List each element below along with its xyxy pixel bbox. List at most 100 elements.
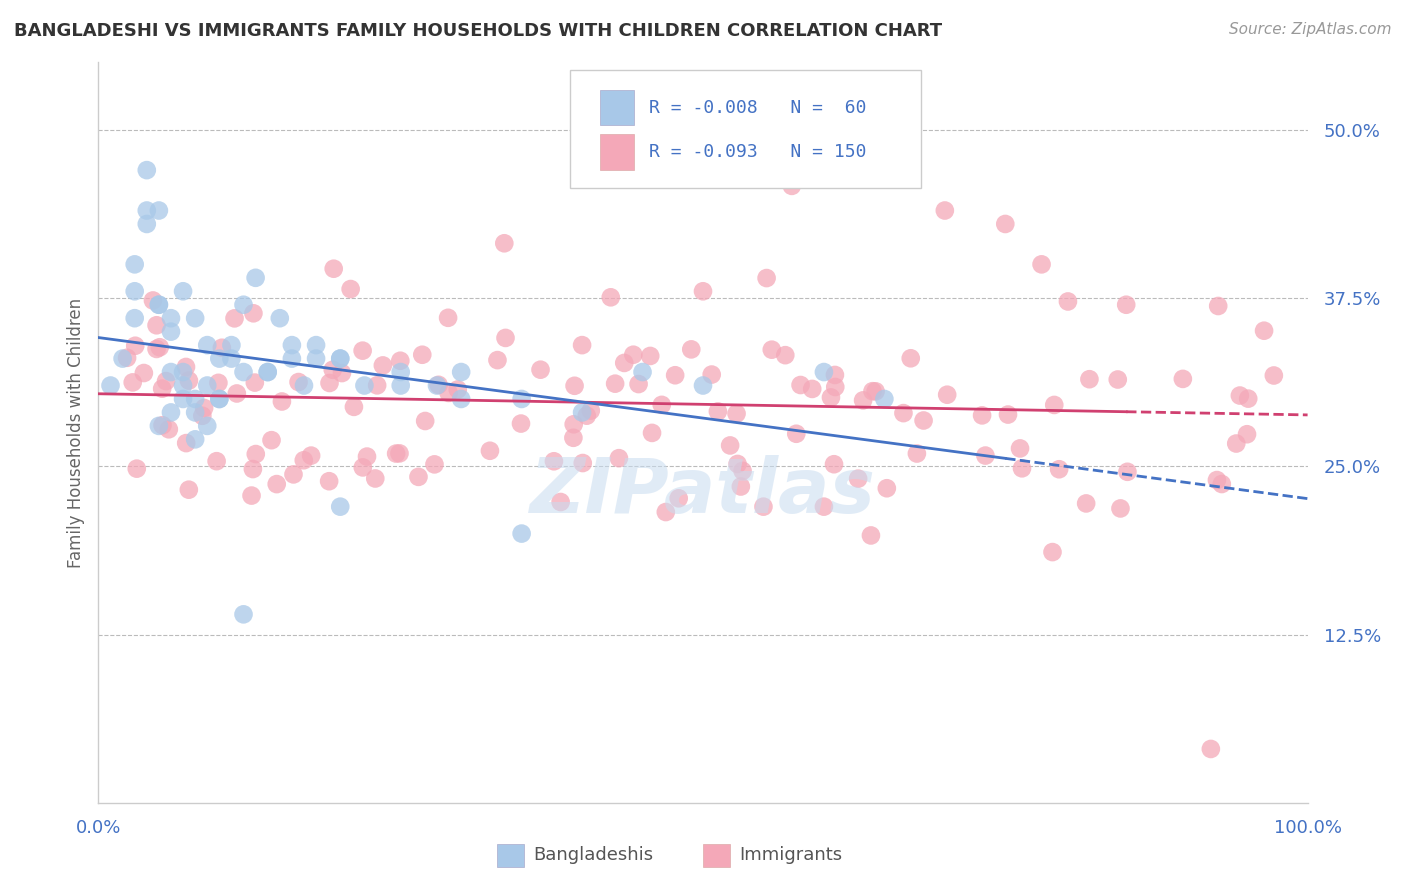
Point: [287, 375, 309, 389]
Point: [934, 203, 956, 218]
Point: [494, 236, 516, 251]
Point: [571, 405, 593, 419]
Point: [873, 392, 896, 406]
Point: [242, 306, 264, 320]
Point: [221, 351, 243, 366]
Point: [1253, 324, 1275, 338]
Point: [271, 394, 294, 409]
Point: [177, 374, 200, 388]
Point: [427, 377, 450, 392]
Point: [876, 481, 898, 495]
Point: [322, 261, 344, 276]
Point: [727, 457, 749, 471]
Point: [322, 363, 344, 377]
Point: [607, 451, 630, 466]
Point: [184, 311, 207, 326]
Point: [160, 311, 183, 326]
Point: [207, 376, 229, 390]
Point: [997, 408, 1019, 422]
Point: [1078, 372, 1101, 386]
Point: [148, 203, 170, 218]
Text: Source: ZipAtlas.com: Source: ZipAtlas.com: [1229, 22, 1392, 37]
Point: [599, 290, 621, 304]
Point: [124, 339, 146, 353]
Point: [172, 392, 194, 406]
Point: [1043, 398, 1066, 412]
Point: [160, 325, 183, 339]
Point: [366, 378, 388, 392]
Bar: [498, 844, 524, 867]
Point: [813, 365, 835, 379]
Point: [371, 359, 394, 373]
Point: [221, 338, 243, 352]
Point: [1031, 257, 1053, 271]
Point: [172, 285, 194, 299]
Point: [330, 366, 353, 380]
Point: [700, 368, 723, 382]
Point: [115, 351, 138, 365]
Point: [423, 458, 446, 472]
Point: [413, 414, 436, 428]
Point: [613, 356, 636, 370]
Point: [148, 298, 170, 312]
Point: [785, 426, 807, 441]
Point: [411, 348, 433, 362]
Point: [621, 348, 644, 362]
Point: [142, 293, 165, 308]
Point: [148, 298, 170, 312]
Point: [155, 374, 177, 388]
Text: Immigrants: Immigrants: [740, 846, 842, 863]
Point: [1047, 462, 1070, 476]
Point: [447, 383, 470, 397]
Point: [437, 385, 460, 400]
Point: [305, 351, 328, 366]
Point: [994, 217, 1017, 231]
Point: [813, 500, 835, 514]
Point: [450, 392, 472, 406]
Point: [912, 413, 935, 427]
Point: [510, 392, 533, 406]
Point: [352, 343, 374, 358]
Point: [149, 340, 172, 354]
Bar: [600, 135, 634, 169]
Point: [718, 438, 741, 452]
Point: [208, 351, 231, 366]
Point: [174, 359, 197, 374]
Point: [245, 447, 267, 461]
Point: [408, 470, 430, 484]
Point: [256, 365, 278, 379]
Point: [111, 351, 134, 366]
Point: [1115, 298, 1137, 312]
Point: [823, 457, 845, 471]
Point: [135, 163, 157, 178]
Point: [184, 433, 207, 447]
Point: [780, 178, 803, 193]
Point: [1042, 545, 1064, 559]
Point: [905, 446, 928, 460]
Point: [269, 311, 291, 326]
Point: [283, 467, 305, 482]
Point: [789, 378, 811, 392]
Point: [299, 449, 322, 463]
Point: [1107, 372, 1129, 386]
Point: [575, 409, 598, 423]
Point: [1199, 742, 1222, 756]
Point: [859, 528, 882, 542]
Point: [668, 491, 690, 506]
Point: [385, 446, 408, 460]
Point: [124, 285, 146, 299]
Point: [148, 418, 170, 433]
Point: [281, 351, 304, 366]
Point: [132, 366, 155, 380]
Point: [638, 349, 661, 363]
Point: [1206, 299, 1229, 313]
Point: [972, 409, 994, 423]
Point: [426, 378, 449, 392]
Point: [873, 136, 896, 151]
Point: [550, 495, 572, 509]
Point: [243, 376, 266, 390]
Point: [761, 343, 783, 357]
Point: [852, 393, 875, 408]
Point: [1008, 442, 1031, 456]
Point: [292, 378, 315, 392]
